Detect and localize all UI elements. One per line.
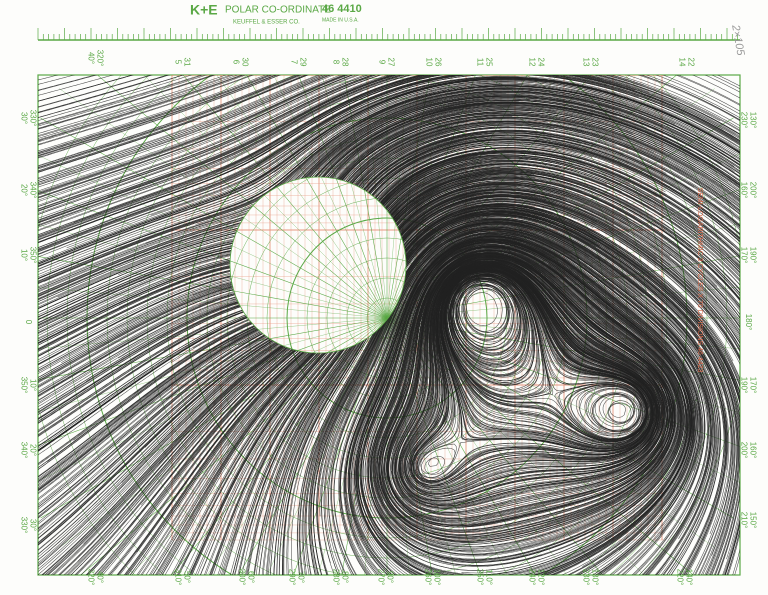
- angle-label: 100°: [432, 569, 441, 586]
- angle-label: 340°: [28, 182, 37, 199]
- angle-label: 90°: [385, 571, 394, 583]
- angle-label: 340°: [19, 442, 28, 459]
- angle-label: 12: [527, 58, 536, 67]
- angle-label: 300°: [237, 569, 246, 586]
- angle-label: 190°: [748, 247, 757, 264]
- angle-label: 270°: [376, 569, 385, 586]
- angle-label: 160°: [748, 442, 757, 459]
- angle-label: 23: [590, 58, 599, 67]
- angle-label: 6: [231, 60, 240, 65]
- angle-label: 24: [536, 58, 545, 67]
- angle-label: 10°: [19, 249, 28, 261]
- angle-label: 50°: [182, 571, 191, 583]
- angle-label: 170°: [748, 377, 757, 394]
- angle-label: 130°: [590, 569, 599, 586]
- angle-label: 150°: [748, 512, 757, 529]
- angle-label: 14: [677, 58, 686, 67]
- angle-label: 180°: [744, 314, 753, 331]
- angle-label: 110°: [484, 569, 493, 585]
- angle-label: 80°: [340, 571, 349, 583]
- angle-label: 140°: [684, 569, 693, 586]
- angle-label: 11: [475, 58, 484, 67]
- angle-label: 320°: [86, 569, 95, 586]
- made-in: MADE IN U.S.A.: [322, 17, 359, 23]
- brand: K+E: [190, 2, 218, 18]
- angle-label: 22: [686, 58, 695, 67]
- angle-label: 13: [581, 58, 590, 67]
- angle-label: 260°: [423, 569, 432, 586]
- angle-label: 20°: [28, 444, 37, 456]
- angle-label: 130°: [748, 112, 757, 129]
- angle-label: 10: [424, 58, 433, 67]
- angle-label: 30: [240, 58, 249, 67]
- angle-label: 8: [331, 60, 340, 65]
- angle-label: 30°: [28, 519, 37, 531]
- angle-label: 290°: [287, 569, 296, 586]
- angle-label: 310°: [173, 569, 182, 586]
- angle-label: 0: [24, 320, 33, 325]
- angle-label: 250°: [475, 569, 484, 586]
- angle-label: 200°: [739, 442, 748, 459]
- angle-label: 31: [182, 58, 191, 67]
- angle-label: 40°: [86, 52, 95, 64]
- angle-label: 29: [298, 58, 307, 67]
- angle-label: 20°: [19, 184, 28, 196]
- title: POLAR CO-ORDINATE: [225, 5, 331, 16]
- angle-label: 240°: [527, 569, 536, 586]
- angle-label: 320°: [95, 50, 104, 67]
- angle-label: 350°: [28, 247, 37, 264]
- angle-label: 330°: [28, 110, 37, 127]
- angle-label: 230°: [739, 112, 748, 129]
- angle-label: 26: [433, 58, 442, 67]
- angle-label: 40°: [95, 571, 104, 583]
- maker: KEUFFEL & ESSER CO.: [233, 20, 300, 26]
- number: 46 4410: [322, 3, 362, 15]
- angle-label: 230°: [581, 569, 590, 586]
- angle-label: 25: [484, 58, 493, 67]
- angle-label: 120°: [536, 569, 545, 586]
- angle-label: 60°: [246, 571, 255, 583]
- angle-label: 30°: [19, 112, 28, 124]
- angle-label: 70°: [296, 571, 305, 583]
- angle-label: 190°: [739, 377, 748, 394]
- angle-label: 280°: [331, 569, 340, 586]
- angle-label: 5: [173, 60, 182, 65]
- angle-label: 9: [377, 60, 386, 65]
- angle-label: 220°: [675, 569, 684, 586]
- angle-label: 210°: [739, 512, 748, 529]
- angle-label: 330°: [19, 517, 28, 534]
- angle-label: 170°: [739, 247, 748, 264]
- angle-label: 7: [289, 60, 298, 65]
- side-text: SEMI-LOGARITHMIC 3 CYCLES X 70 DIVISIONS…: [696, 188, 703, 373]
- angle-label: 200°: [748, 182, 757, 199]
- angle-label: 28: [340, 58, 349, 67]
- angle-label: 350°: [19, 377, 28, 394]
- angle-label: 10°: [28, 379, 37, 391]
- angle-label: 27: [386, 58, 395, 67]
- angle-label: 160°: [739, 182, 748, 199]
